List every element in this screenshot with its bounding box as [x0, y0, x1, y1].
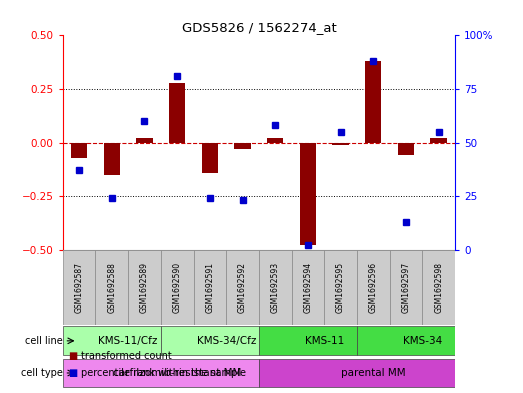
Text: GSM1692598: GSM1692598 — [434, 262, 443, 313]
Bar — [333, 143, 349, 145]
Bar — [137, 138, 153, 143]
Text: GSM1692592: GSM1692592 — [238, 262, 247, 313]
Title: GDS5826 / 1562274_at: GDS5826 / 1562274_at — [181, 21, 336, 34]
Text: cell type: cell type — [21, 368, 63, 378]
Bar — [169, 83, 185, 143]
Bar — [95, 250, 128, 325]
Bar — [202, 143, 218, 173]
Bar — [63, 358, 259, 387]
Bar — [63, 326, 161, 355]
Bar — [398, 143, 414, 155]
Bar — [430, 138, 447, 143]
Text: GSM1692594: GSM1692594 — [303, 262, 312, 313]
Text: GSM1692596: GSM1692596 — [369, 262, 378, 313]
Text: parental MM: parental MM — [341, 368, 406, 378]
Bar — [324, 250, 357, 325]
Bar — [259, 250, 292, 325]
Text: cell line: cell line — [25, 336, 63, 346]
Bar — [226, 250, 259, 325]
Text: KMS-34/Cfz: KMS-34/Cfz — [197, 336, 256, 346]
Bar — [390, 250, 423, 325]
Bar — [259, 326, 357, 355]
Bar — [365, 61, 381, 143]
Text: GSM1692593: GSM1692593 — [271, 262, 280, 313]
Bar — [104, 143, 120, 175]
Text: KMS-34: KMS-34 — [403, 336, 442, 346]
Bar — [259, 358, 455, 387]
Text: GSM1692591: GSM1692591 — [206, 262, 214, 313]
Text: GSM1692587: GSM1692587 — [75, 262, 84, 313]
Bar — [161, 250, 194, 325]
Bar — [128, 250, 161, 325]
Bar — [63, 250, 95, 325]
Text: GSM1692590: GSM1692590 — [173, 262, 181, 313]
Text: carfilzomib-resistant MM: carfilzomib-resistant MM — [113, 368, 241, 378]
Bar — [423, 250, 455, 325]
Text: ■: ■ — [68, 351, 77, 361]
Text: GSM1692597: GSM1692597 — [402, 262, 411, 313]
Text: ■: ■ — [68, 368, 77, 378]
Bar — [267, 138, 283, 143]
Bar — [300, 143, 316, 246]
Text: percentile rank within the sample: percentile rank within the sample — [81, 368, 246, 378]
Text: KMS-11/Cfz: KMS-11/Cfz — [98, 336, 158, 346]
Bar — [71, 143, 87, 158]
Text: GSM1692589: GSM1692589 — [140, 262, 149, 313]
Text: GSM1692595: GSM1692595 — [336, 262, 345, 313]
Text: GSM1692588: GSM1692588 — [107, 262, 116, 313]
Bar — [292, 250, 324, 325]
Bar — [234, 143, 251, 149]
Bar — [357, 326, 455, 355]
Bar — [194, 250, 226, 325]
Text: transformed count: transformed count — [81, 351, 172, 361]
Bar — [357, 250, 390, 325]
Bar — [161, 326, 259, 355]
Text: KMS-11: KMS-11 — [304, 336, 344, 346]
